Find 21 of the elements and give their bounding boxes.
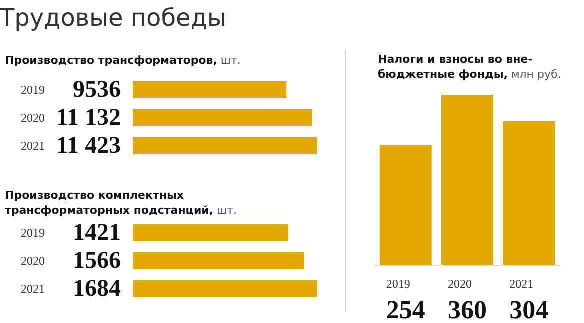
- data-label: 9536: [73, 77, 121, 103]
- data-label: 254: [386, 296, 426, 323]
- data-label: 1421: [73, 220, 121, 246]
- chart-title: Налоги и взносы во вне- бюджетные фонды, млн руб.: [378, 53, 562, 81]
- y-tick-label: 2020: [21, 111, 45, 125]
- chart-title: Производство комплектных трансформаторных подстанций, шт.: [5, 189, 238, 217]
- data-label: 304: [510, 296, 549, 323]
- x-tick-label: 2021: [510, 277, 534, 291]
- y-tick-label: 2021: [21, 139, 45, 153]
- x-tick-label: 2020: [448, 277, 472, 291]
- chart-title: Производство трансформаторов, шт.: [5, 54, 241, 67]
- text: Трудовые победы: [0, 4, 226, 32]
- data-label: 11 423: [56, 133, 121, 159]
- data-label: 1684: [73, 276, 121, 302]
- data-label: 360: [448, 296, 487, 323]
- y-tick-label: 2019: [21, 83, 45, 97]
- y-tick-label: 2019: [21, 226, 45, 240]
- y-tick-label: 2020: [21, 254, 45, 268]
- x-tick-label: 2019: [386, 277, 410, 291]
- data-label: 11 132: [56, 105, 121, 131]
- data-label: 1566: [73, 248, 121, 274]
